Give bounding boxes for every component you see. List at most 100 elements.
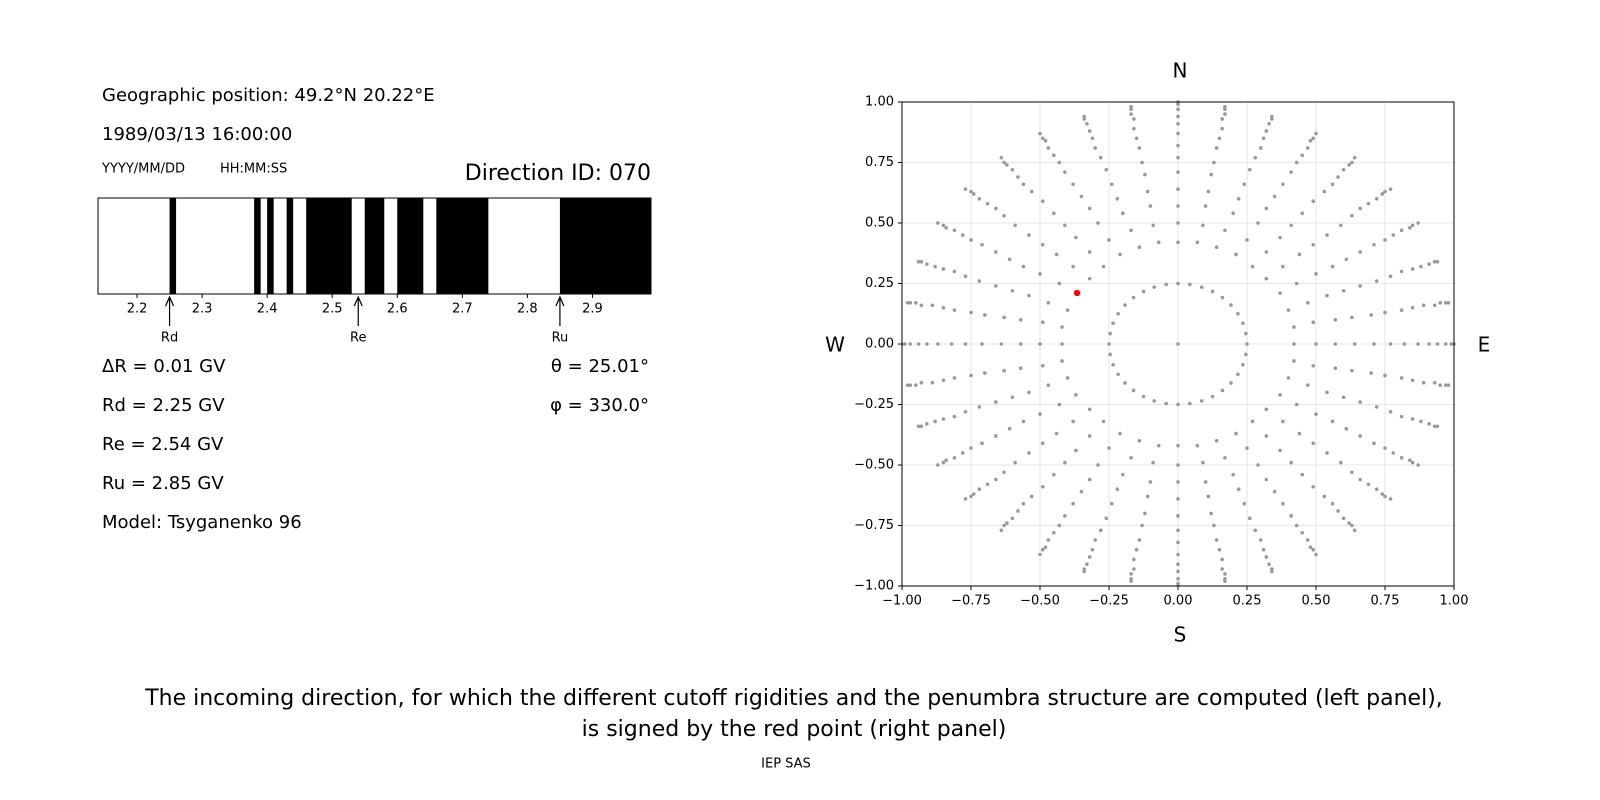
point bbox=[1352, 155, 1357, 160]
penumbra-band bbox=[436, 198, 489, 294]
point bbox=[1322, 494, 1327, 499]
point bbox=[1131, 388, 1136, 393]
point bbox=[1231, 211, 1235, 216]
marker-arrowhead bbox=[165, 295, 175, 307]
caption: is signed by the red point (right panel) bbox=[582, 717, 1007, 742]
point bbox=[1391, 233, 1396, 237]
point bbox=[1027, 293, 1031, 298]
point bbox=[1057, 402, 1062, 407]
point bbox=[1402, 342, 1407, 346]
point bbox=[1336, 509, 1340, 513]
point bbox=[1250, 419, 1255, 424]
point bbox=[952, 269, 957, 274]
point bbox=[952, 376, 957, 380]
point bbox=[1082, 114, 1086, 119]
info-line: Ru = 2.85 GV bbox=[102, 473, 224, 494]
datetime: 1989/03/13 16:00:00 bbox=[102, 124, 292, 145]
point bbox=[1289, 460, 1293, 465]
point bbox=[1176, 569, 1180, 574]
point bbox=[1427, 342, 1431, 346]
point bbox=[1176, 463, 1180, 467]
point bbox=[1043, 138, 1048, 143]
point bbox=[1087, 250, 1092, 254]
point bbox=[1206, 494, 1211, 499]
point bbox=[1325, 233, 1329, 237]
point bbox=[925, 342, 929, 346]
point bbox=[1339, 223, 1343, 228]
y-tick-label: −0.75 bbox=[854, 518, 894, 533]
point bbox=[1350, 368, 1354, 373]
point bbox=[1374, 405, 1379, 409]
x-tick-label: 0.50 bbox=[1302, 594, 1331, 609]
point bbox=[994, 206, 998, 211]
point bbox=[1052, 530, 1056, 535]
point bbox=[1366, 201, 1371, 206]
point bbox=[977, 405, 982, 409]
point bbox=[1278, 235, 1282, 240]
point bbox=[1416, 342, 1420, 346]
point bbox=[1134, 136, 1139, 141]
point bbox=[1267, 121, 1271, 126]
point bbox=[1212, 160, 1216, 165]
point bbox=[1242, 501, 1247, 506]
point bbox=[1374, 279, 1379, 283]
point bbox=[1247, 516, 1252, 521]
point bbox=[1038, 272, 1042, 276]
point bbox=[1270, 114, 1274, 119]
point bbox=[936, 221, 940, 225]
x-tick-label: 0.25 bbox=[1233, 594, 1262, 609]
point bbox=[1071, 264, 1075, 269]
point bbox=[1123, 303, 1127, 307]
info-line: Rd = 2.25 GV bbox=[102, 395, 225, 416]
point bbox=[1278, 291, 1282, 295]
point bbox=[1399, 455, 1404, 460]
highlight-point bbox=[1073, 289, 1081, 297]
x-tick-label: 2.6 bbox=[387, 302, 408, 317]
point bbox=[1245, 238, 1249, 242]
point bbox=[1040, 199, 1045, 204]
point bbox=[905, 383, 910, 387]
point bbox=[980, 441, 984, 446]
y-tick-label: 1.00 bbox=[865, 95, 894, 110]
point bbox=[1209, 172, 1213, 177]
point bbox=[1057, 160, 1062, 165]
point bbox=[952, 308, 957, 312]
point bbox=[1010, 516, 1015, 521]
point bbox=[1101, 264, 1106, 269]
point bbox=[1176, 121, 1180, 126]
point bbox=[1350, 523, 1354, 528]
point bbox=[1040, 547, 1045, 552]
x-tick-label: 0.00 bbox=[1164, 594, 1193, 609]
point bbox=[1052, 153, 1056, 158]
point bbox=[1176, 204, 1180, 208]
point bbox=[1082, 569, 1086, 574]
y-tick-label: −0.25 bbox=[854, 397, 894, 412]
point bbox=[1040, 320, 1045, 325]
point bbox=[1010, 167, 1015, 172]
point bbox=[1010, 395, 1015, 400]
penumbra-band bbox=[254, 198, 261, 294]
point bbox=[1129, 105, 1133, 109]
point bbox=[1021, 264, 1026, 269]
point bbox=[969, 373, 973, 378]
point bbox=[1199, 399, 1204, 403]
point bbox=[1040, 484, 1045, 489]
point bbox=[1244, 352, 1248, 357]
point bbox=[1256, 221, 1260, 225]
point bbox=[1176, 187, 1180, 191]
point bbox=[1300, 211, 1304, 216]
point bbox=[994, 400, 998, 404]
penumbra-band bbox=[286, 198, 294, 294]
point bbox=[914, 383, 918, 387]
point bbox=[1341, 288, 1346, 293]
point bbox=[1446, 383, 1451, 387]
x-tick-label: 2.4 bbox=[257, 302, 278, 317]
point bbox=[969, 446, 973, 450]
point bbox=[1314, 131, 1318, 136]
point bbox=[1090, 547, 1095, 552]
point bbox=[1098, 155, 1103, 160]
compass-label: N bbox=[1173, 59, 1188, 83]
point bbox=[1289, 170, 1293, 174]
point bbox=[969, 310, 973, 315]
